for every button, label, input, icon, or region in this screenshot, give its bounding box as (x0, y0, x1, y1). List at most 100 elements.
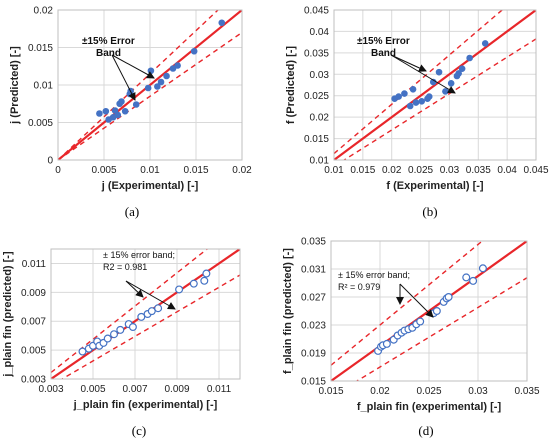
x-tick-label: 0.005 (80, 384, 105, 395)
annotation-line: R² = 0.979 (338, 282, 380, 292)
x-tick-label: 0.015 (183, 165, 208, 176)
upper-error-band-line (51, 249, 209, 374)
y-tick-label: 0.009 (21, 288, 46, 299)
annotation-arrow (125, 280, 176, 310)
y-tick-label: 0.02 (34, 6, 54, 17)
data-point (444, 293, 453, 302)
data-point (189, 279, 198, 288)
data-point (401, 90, 408, 97)
annotation-arrow (399, 283, 434, 318)
data-point (190, 47, 198, 55)
x-tick-label: 0.025 (408, 165, 433, 176)
data-point (458, 65, 466, 73)
x-tick-label: 0.007 (122, 384, 147, 395)
annotation-arrow (125, 280, 144, 298)
data-point (466, 54, 473, 62)
data-points (374, 264, 487, 355)
annotation-line: R2 = 0.981 (103, 262, 147, 272)
y-axis-label: f_plain fin (predicted) [-] (282, 248, 294, 374)
data-points (96, 19, 226, 123)
y-tick-label: 0.035 (304, 48, 329, 59)
y-tick-label: 0.03 (310, 70, 330, 81)
data-point (78, 347, 87, 356)
data-point (157, 78, 165, 86)
data-point (116, 325, 125, 334)
y-tick-label: 0.003 (21, 375, 46, 386)
data-point (137, 312, 146, 321)
x-tick-label: 0.015 (350, 165, 375, 176)
data-point (447, 79, 455, 87)
data-point (418, 97, 426, 105)
annotation-arrow (390, 54, 456, 94)
x-tick-label: 0.01 (140, 165, 160, 176)
y-axis-label: j (Predicted) [-] (9, 46, 21, 125)
annotation-line: ±15% Error (357, 36, 410, 47)
y-tick-label: 0.031 (301, 265, 326, 276)
panel-label: (d) (418, 423, 433, 438)
data-point (175, 285, 184, 294)
reference-lines (58, 10, 242, 160)
y-tick-label: 0.035 (301, 237, 326, 248)
x-tick-label: 0.04 (497, 165, 517, 176)
reference-lines (331, 241, 527, 381)
x-axis-label: f (Experimental) [-] (386, 180, 484, 192)
data-point (425, 93, 433, 100)
data-point (469, 276, 478, 285)
x-tick-label: 0.045 (523, 165, 548, 176)
y-tick-label: 0.019 (301, 349, 326, 360)
chart-panel-1: 0 0.005 0.01 0.015 0.02 0 0.005 0.01 0.015 0.02 j … (9, 6, 252, 220)
y-tick-label: 0.01 (310, 156, 330, 167)
y-tick-label: 0.015 (304, 134, 329, 145)
data-point (395, 93, 402, 100)
data-point (382, 339, 391, 348)
identity-line (331, 241, 527, 381)
chart-panel-4: 0.015 0.02 0.025 0.03 0.035 0.015 0.019 0.023 0.… (282, 237, 540, 439)
data-point (144, 84, 152, 92)
y-axis-label: j_plain fin (predicted) [-] (2, 251, 14, 378)
reference-lines (334, 10, 536, 160)
data-point (481, 40, 489, 47)
y-axis-label: f (Predicted) [-] (285, 46, 297, 125)
x-tick-label: 0.003 (38, 384, 63, 395)
panel-label: (b) (422, 204, 437, 219)
data-point (118, 98, 125, 105)
panel-label: (a) (125, 204, 139, 219)
upper-error-band-line (331, 241, 484, 366)
plot-frame (57, 9, 243, 161)
x-tick-label: 0.035 (514, 386, 539, 397)
data-point (163, 72, 170, 80)
data-point (109, 330, 118, 339)
data-point (147, 307, 156, 316)
data-point (202, 269, 211, 278)
x-tick-label: 0.03 (440, 165, 460, 176)
x-tick-label: 0.02 (232, 165, 252, 176)
lower-error-band-line (342, 38, 536, 160)
plot-frame (333, 9, 537, 161)
y-tick-label: 0.027 (301, 293, 326, 304)
y-tick-label: 0.045 (304, 6, 329, 17)
x-tick-label: 0.009 (164, 384, 189, 395)
lower-error-band-line (60, 274, 240, 379)
data-point (169, 65, 177, 72)
chart-panel-2: 0.01 0.015 0.02 0.025 0.03 0.035 0.04 0.045 0.01… (285, 6, 549, 220)
data-point (174, 62, 181, 69)
annotation-arrow (111, 54, 155, 79)
error-band-annotation: ± 15% error band; R2 = 0.981 (103, 250, 176, 310)
data-point (409, 85, 417, 93)
y-tick-label: 0.02 (310, 113, 330, 124)
data-point (103, 334, 112, 343)
x-axis-label: j (Experimental) [-] (101, 180, 199, 192)
y-tick-label: 0.015 (28, 43, 53, 54)
data-point (218, 19, 226, 27)
x-tick-label: 0.035 (466, 165, 491, 176)
data-point (132, 101, 140, 108)
data-point (435, 68, 443, 76)
y-tick-label: 0.01 (34, 81, 54, 92)
annotation-line: ±15% Error (82, 36, 135, 47)
data-point (412, 99, 420, 106)
x-tick-label: 0.03 (468, 386, 488, 397)
upper-error-band-line (334, 10, 504, 155)
data-point (128, 323, 137, 332)
